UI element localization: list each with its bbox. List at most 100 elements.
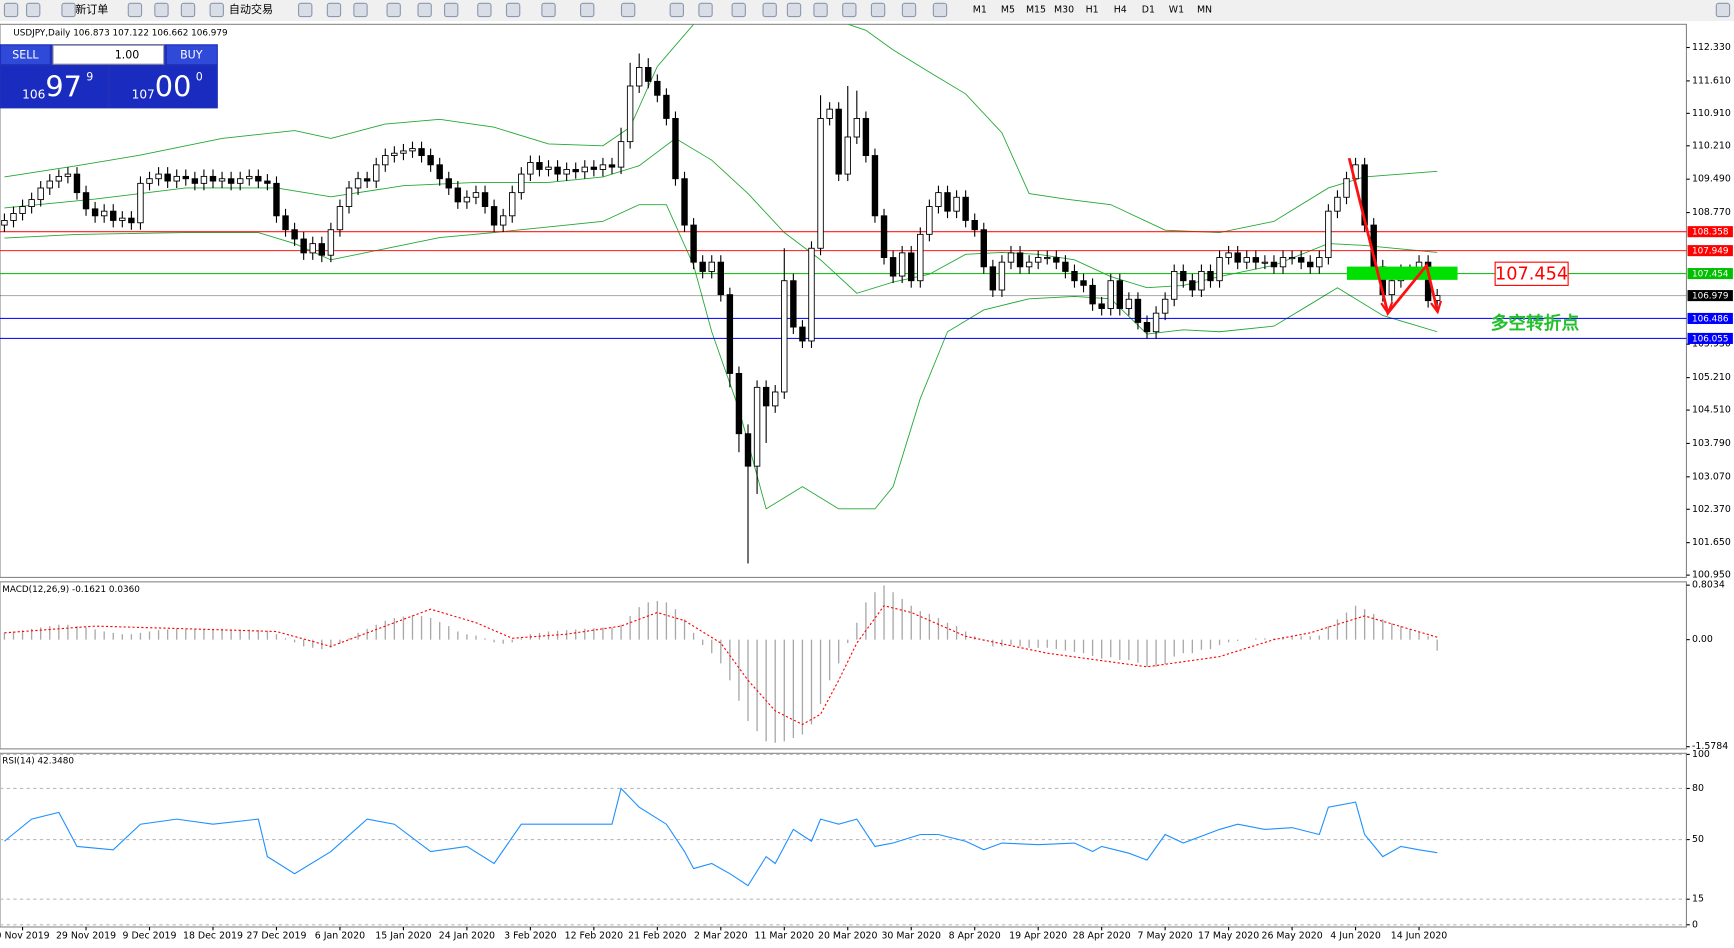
x-tick-label: 26 May 2020 (1261, 930, 1322, 941)
candle-body (1225, 252, 1232, 258)
candle-body (236, 178, 244, 184)
timeframe-button[interactable]: M1 (973, 4, 987, 15)
timeframe-button[interactable]: M30 (1054, 4, 1074, 15)
level-label-bg (1687, 290, 1733, 302)
toolbar-icon (61, 2, 76, 18)
x-tick-label: 24 Jan 2020 (439, 930, 495, 941)
rsi-line (4, 787, 1438, 887)
candle-body (1098, 303, 1105, 309)
x-tick-label: 28 Apr 2020 (1073, 930, 1131, 941)
y-tick-label: 105.930 (1692, 339, 1731, 350)
level-label: 107.949 (1692, 247, 1729, 257)
toolbar-bg (0, 0, 1734, 22)
y-tick-label: 112.330 (1692, 42, 1731, 53)
candle-body (880, 215, 888, 258)
x-tick-label: 19 Apr 2020 (1009, 930, 1067, 941)
timeframe-button[interactable]: D1 (1142, 4, 1155, 15)
timeframe-button[interactable]: H4 (1114, 4, 1127, 15)
y-tick-label: -1.5784 (1692, 741, 1728, 752)
sell-button[interactable] (1, 45, 50, 65)
candle-body (400, 150, 407, 154)
candle-body (82, 192, 90, 210)
x-tick-label: 8 Apr 2020 (949, 930, 1001, 941)
new-order-button[interactable]: 新订单 (75, 2, 108, 16)
timeframe-button[interactable]: M5 (1001, 4, 1015, 15)
candle-body (264, 180, 271, 184)
candle-body (1116, 280, 1124, 309)
candle-body (1252, 257, 1260, 263)
ask-box[interactable] (110, 66, 217, 108)
candle-body (826, 108, 833, 119)
lot-input[interactable] (52, 44, 165, 65)
toolbar-icon (154, 2, 169, 18)
toolbar-icon (298, 2, 313, 18)
toolbar-icon (731, 2, 746, 18)
candle-body (37, 187, 44, 201)
overlay: 107.454 多空转折点 SELL 1.00 BUY 106 97 9 107… (0, 44, 1579, 334)
arrow-head (1430, 300, 1443, 315)
candle-body (1044, 257, 1051, 260)
level-label: 107.454 (1692, 270, 1729, 280)
candle-body (191, 178, 199, 184)
candle-body (509, 192, 516, 217)
candle-body (137, 182, 144, 224)
x-tick-label: 0 Nov 2019 (0, 930, 50, 941)
x-tick-label: 7 May 2020 (1138, 930, 1193, 941)
candle-body (119, 217, 126, 221)
timeframe-button[interactable]: W1 (1169, 4, 1184, 15)
drawn-arrow (1347, 157, 1439, 317)
toolbar-icon (620, 2, 636, 18)
candle-body (663, 94, 670, 119)
candle-body (690, 224, 697, 263)
candle-body (1207, 271, 1214, 282)
candle-body (1125, 298, 1133, 309)
candle-body (871, 155, 879, 217)
level-label: 106.979 (1692, 292, 1729, 302)
candle-body (1316, 257, 1323, 268)
candle-body (980, 229, 987, 268)
candle-body (363, 178, 371, 182)
timeframe-button[interactable]: H1 (1086, 4, 1099, 15)
candle-body (1107, 280, 1114, 309)
candle-body (572, 169, 579, 173)
auto-trading-button[interactable]: 自动交易 (229, 2, 273, 16)
candle-body (1198, 271, 1205, 291)
candle-body (1189, 280, 1196, 291)
toolbar-icon (417, 2, 432, 18)
x-tick-label: 29 Nov 2019 (56, 930, 116, 941)
timeframe-button[interactable]: MN (1197, 4, 1212, 15)
candle-body (527, 162, 534, 175)
candle-body (917, 233, 924, 282)
candle-body (173, 175, 180, 182)
toolbar-icon (901, 2, 917, 18)
level-label-bg (1687, 332, 1733, 344)
candle-body (246, 175, 253, 180)
y-tick-label: 101.650 (1692, 537, 1731, 548)
candle-body (1261, 261, 1269, 264)
x-tick-label: 12 Feb 2020 (565, 930, 623, 941)
level-label-bg (1687, 245, 1733, 257)
candle-body (518, 173, 525, 194)
candle-body (844, 136, 851, 175)
candle-body (790, 280, 797, 328)
timeframe-button[interactable]: M15 (1026, 4, 1046, 15)
candle-body (19, 206, 26, 214)
signal-line (4, 605, 1438, 726)
candle-body (218, 178, 226, 182)
bid-box[interactable] (1, 66, 108, 108)
candle-body (953, 196, 960, 212)
candle-body (635, 67, 643, 87)
y-tick-label: 109.490 (1692, 174, 1731, 185)
candle-body (699, 261, 706, 272)
candle-body (418, 148, 425, 156)
candle-body (345, 187, 353, 207)
candle-body (708, 261, 715, 272)
y-tick-label: 111.610 (1692, 75, 1731, 86)
candle-body (55, 175, 63, 182)
y-tick-label: 80 (1692, 783, 1704, 794)
candle-body (817, 118, 824, 249)
candle-body (1161, 298, 1169, 314)
buy-button[interactable] (166, 45, 217, 65)
